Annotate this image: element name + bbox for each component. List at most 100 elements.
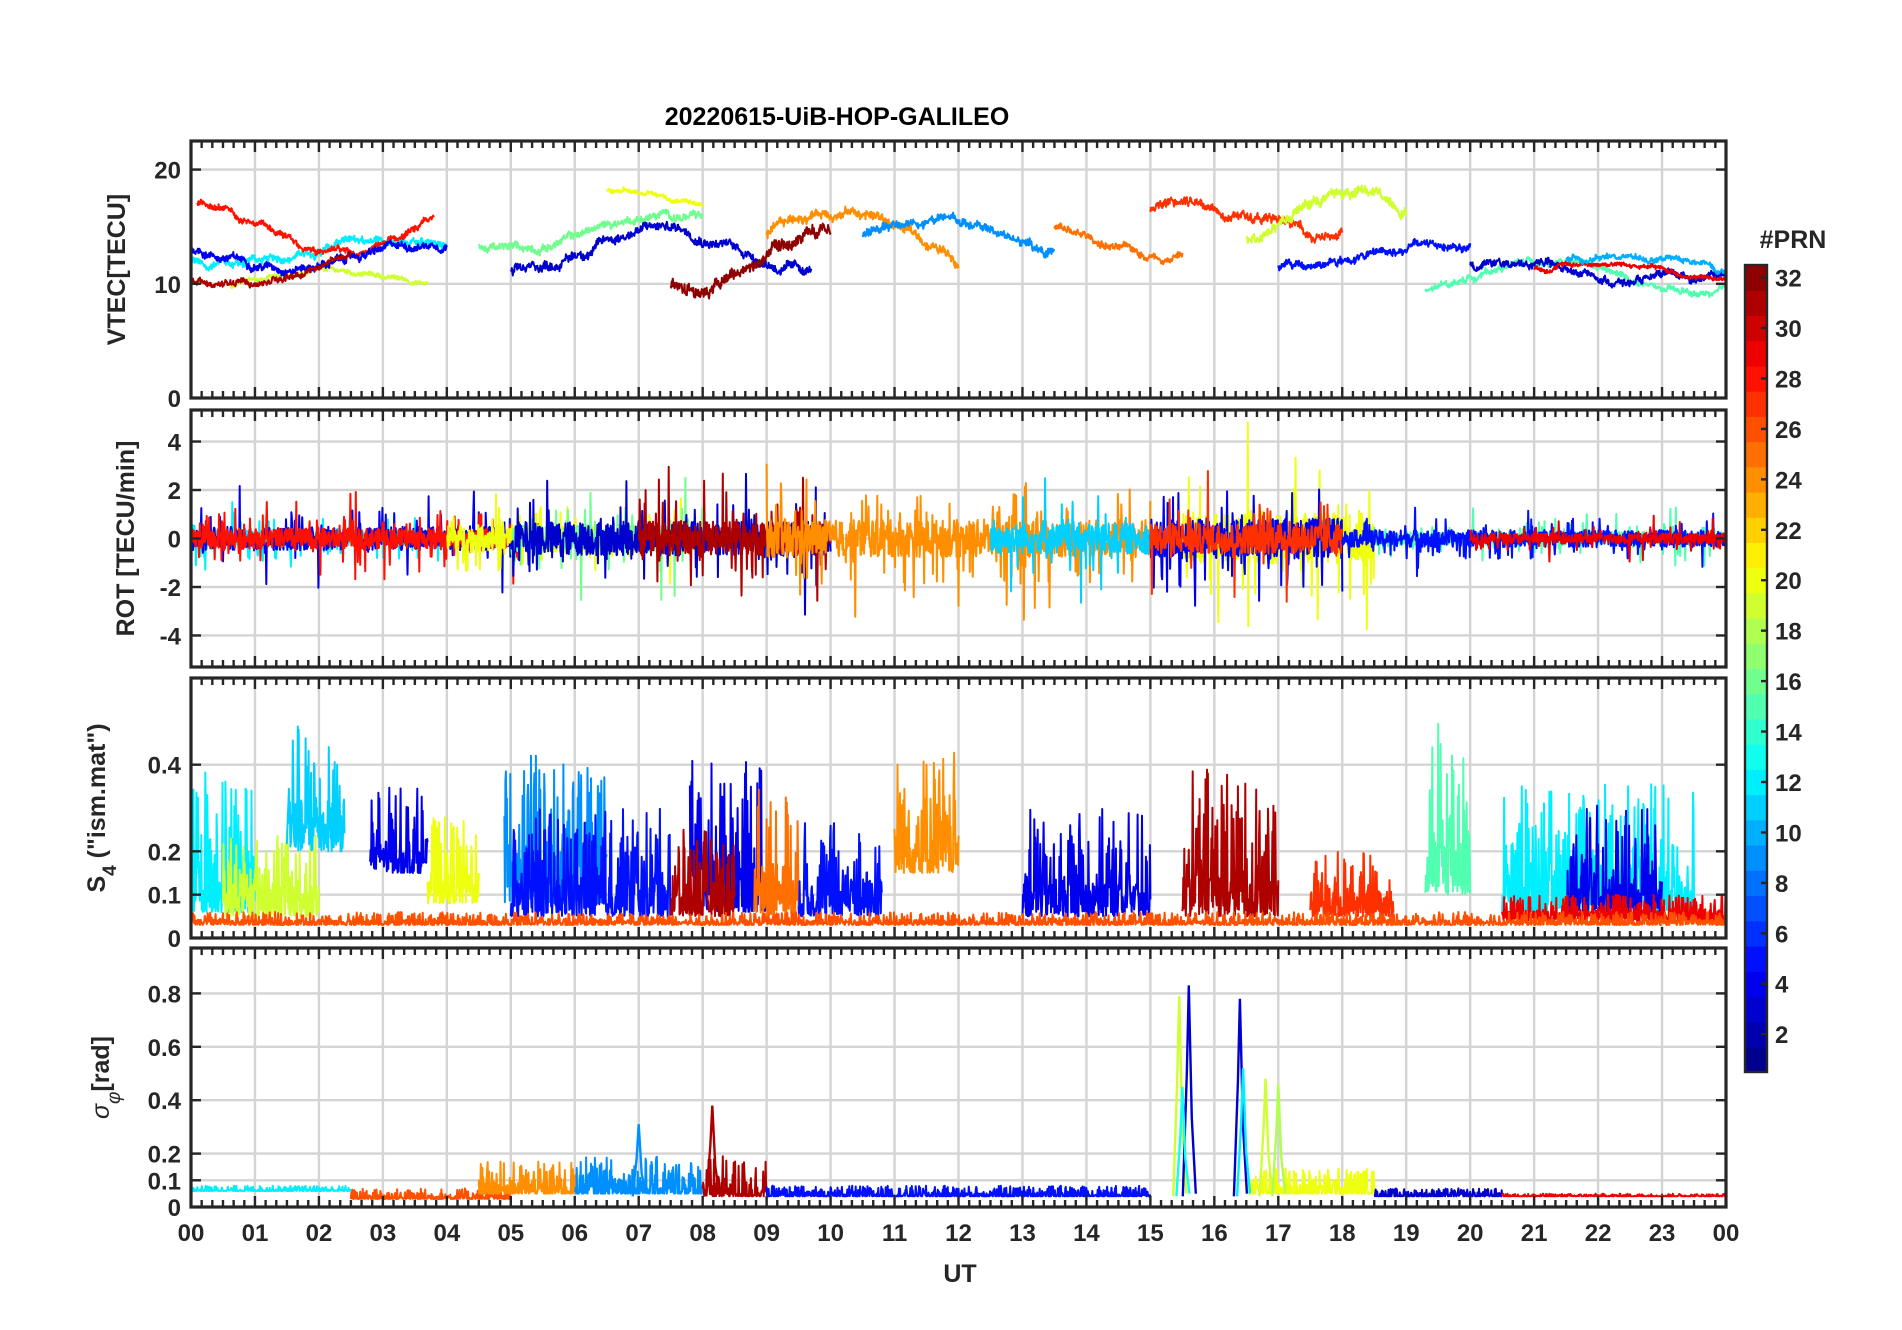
axes-frame-s4	[189, 676, 1728, 940]
spike-prn-31-7	[705, 1105, 721, 1197]
series-line-rot-prn-24-7	[765, 463, 1152, 621]
colorbar-cell	[1745, 265, 1767, 291]
x-tick-label: 03	[370, 1220, 397, 1247]
series-line-vtec-prn-25-11	[1053, 222, 1184, 266]
spike-prn-12-4	[1235, 1068, 1252, 1197]
y-axis-label-sigma: σφ[rad]	[87, 1036, 125, 1119]
y-label-rest: ("ism.mat")	[83, 723, 111, 865]
spike-prn-18-6	[1271, 1084, 1287, 1197]
series-group-sigma	[191, 985, 1726, 1200]
colorbar-cell	[1745, 668, 1767, 695]
series-line-sigma-prn-3-7	[1373, 1187, 1504, 1198]
colorbar-cell	[1745, 996, 1767, 1023]
colorbar-cell	[1745, 1046, 1767, 1073]
x-tick-label: 10	[817, 1220, 844, 1247]
series-line-s4-prn-26-19	[191, 911, 1726, 926]
colorbar-cell	[1745, 567, 1767, 594]
chart-title: 20220615-UiB-HOP-GALILEO	[665, 103, 1010, 131]
x-tick-label: 00	[178, 1220, 205, 1247]
colorbar-cell	[1745, 769, 1767, 796]
series-group-vtec	[191, 184, 1726, 300]
panel-rot: -4 -2 0 2 4 ROT [TECU/min]	[112, 408, 1728, 669]
series-line-rot-prn-29-14	[1469, 514, 1726, 563]
y-tick-label: 0	[168, 1195, 181, 1222]
x-tick-label: 17	[1265, 1220, 1292, 1247]
colorbar-cell	[1745, 592, 1767, 619]
colorbar-cell	[1745, 718, 1767, 745]
colorbar-tick-label: 18	[1775, 619, 1802, 646]
spike-prn-13-2	[1175, 1086, 1191, 1197]
y-label-sub: 4	[100, 865, 121, 876]
x-tick-label: 23	[1649, 1220, 1676, 1247]
colorbar-frame	[1743, 263, 1769, 1074]
x-tick-label: 00	[1713, 1220, 1740, 1247]
colorbar-cell	[1745, 416, 1767, 443]
x-tick-label: 05	[497, 1220, 524, 1247]
x-tick-label: 21	[1521, 1220, 1548, 1247]
series-line-vtec-prn-19-13	[1245, 184, 1408, 244]
series-line-vtec-prn-28-2	[196, 198, 435, 260]
series-line-s4-prn-25-9	[752, 788, 800, 918]
series-group-s4	[191, 722, 1726, 926]
spike-prn-19-5	[1258, 1078, 1274, 1197]
x-tick-label: 18	[1329, 1220, 1356, 1247]
colorbar-label: #PRN	[1760, 226, 1827, 254]
y-axis-label-vtec: VTEC[TECU]	[103, 194, 131, 345]
x-tick-label: 14	[1073, 1220, 1100, 1247]
colorbar-cell	[1745, 870, 1767, 897]
colorbar-cell	[1745, 517, 1767, 544]
series-line-s4-prn-20-4	[426, 816, 480, 905]
series-line-s4-prn-31-8	[669, 828, 736, 918]
series-line-s4-prn-5-10	[797, 822, 883, 918]
y-tick-label: 10	[154, 272, 181, 299]
series-line-vtec-prn-32-8	[669, 222, 832, 300]
series-line-vtec-prn-3-16	[1469, 256, 1726, 289]
series-line-vtec-prn-9-10	[861, 211, 1056, 259]
spike-prn-9-8	[631, 1124, 647, 1197]
y-axis-label-s4: S4 ("ism.mat")	[83, 723, 121, 892]
y-tick-label: -2	[160, 575, 181, 602]
colorbar-tick-label: 24	[1775, 467, 1802, 494]
series-line-vtec-prn-20-6	[605, 186, 704, 208]
x-tick-label: 02	[306, 1220, 333, 1247]
series-group-rot	[191, 421, 1726, 631]
colorbar-cell	[1745, 794, 1767, 821]
colorbar-cell	[1745, 945, 1767, 972]
colorbar-tick-label: 10	[1775, 820, 1802, 847]
series-line-vtec-prn-27-12	[1149, 196, 1344, 244]
y-label-main: S	[83, 876, 111, 893]
x-tick-label: 15	[1137, 1220, 1164, 1247]
colorbar-tick-label: 12	[1775, 770, 1802, 797]
series-line-sigma-prn-31-4	[701, 1155, 768, 1198]
x-tick-label: 13	[1009, 1220, 1036, 1247]
y-tick-label: 0	[168, 386, 181, 413]
series-line-s4-prn-4-3	[369, 786, 429, 874]
axes-frame-rot	[189, 408, 1728, 669]
series-line-s4-prn-24-11	[893, 751, 960, 874]
colorbar-cell	[1745, 466, 1767, 493]
grid-sigma	[189, 948, 1728, 1209]
y-label-rest: [rad]	[87, 1036, 115, 1092]
series-line-rot-prn-11-8	[989, 477, 1152, 604]
x-tick-label: 22	[1585, 1220, 1612, 1247]
colorbar-cell	[1745, 290, 1767, 317]
colorbar-tick-label: 22	[1775, 518, 1802, 545]
colorbar-cell	[1745, 391, 1767, 417]
series-line-vtec-prn-31-4	[191, 251, 352, 289]
y-tick-label: 2	[168, 478, 181, 505]
x-tick-label: 16	[1201, 1220, 1228, 1247]
colorbar-cell	[1745, 895, 1767, 922]
colorbar-tick-label: 6	[1775, 921, 1788, 948]
x-tick-label: 09	[753, 1220, 780, 1247]
y-tick-label: 0.6	[148, 1035, 181, 1062]
x-tick-label: 20	[1457, 1220, 1484, 1247]
panel-sigma: 00.10.2 0.4 0.6 0.8 σφ[rad]	[87, 946, 1728, 1222]
x-tick-label: 01	[242, 1220, 269, 1247]
x-tick-label: 11	[882, 1220, 907, 1247]
series-line-s4-prn-31-13	[1181, 768, 1280, 918]
y-tick-label: 0.2	[148, 1142, 181, 1169]
x-tick-label: 08	[689, 1220, 716, 1247]
colorbar-cell	[1745, 744, 1767, 770]
